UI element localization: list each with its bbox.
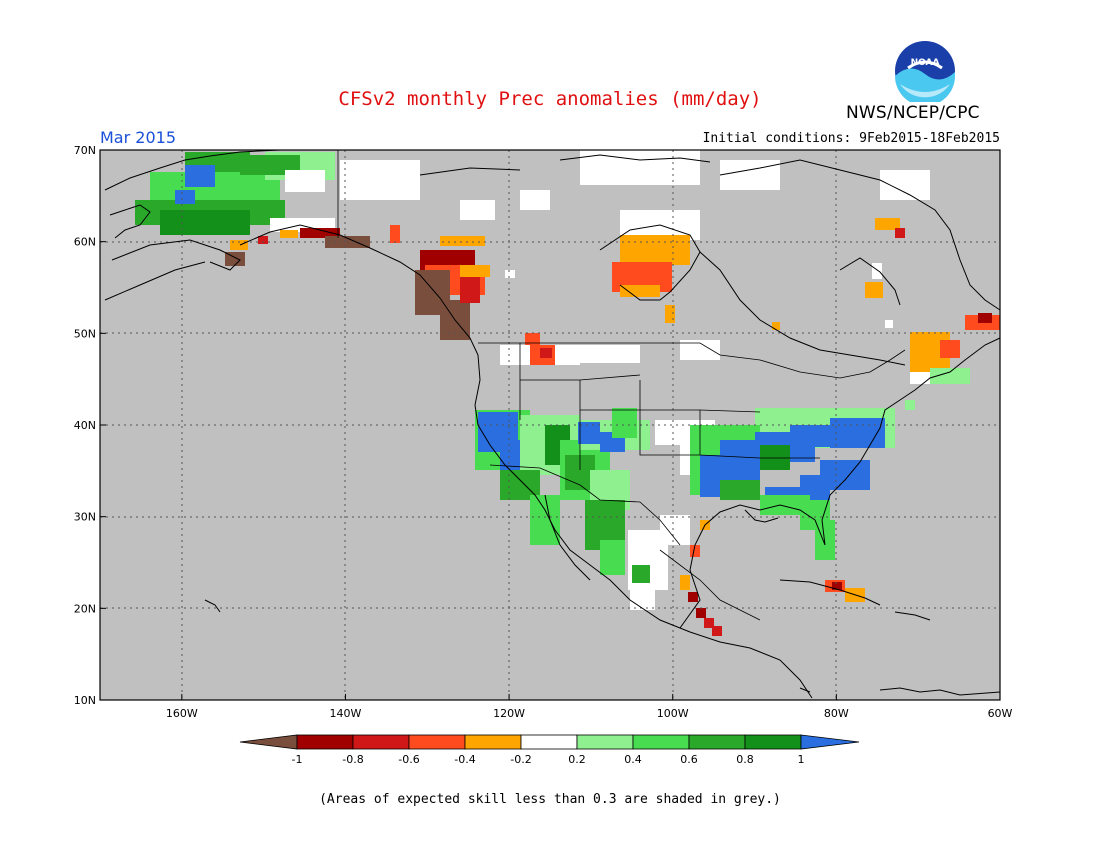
- colorbar-label: -0.6: [398, 753, 419, 766]
- anomaly-map: 70N 60N 50N 40N 30N 20N 10N 160W 140W 120W 100W 80…: [74, 144, 1013, 720]
- lon-label-120w: 120W: [493, 707, 525, 720]
- colorbar-box: [520, 734, 578, 750]
- lon-label-100w: 100W: [657, 707, 689, 720]
- lat-label-40n: 40N: [74, 419, 96, 432]
- colorbar-box: [576, 734, 634, 750]
- colorbar-label: -0.8: [342, 753, 363, 766]
- agency-label: NWS/NCEP/CPC: [846, 103, 980, 123]
- colorbar-right-arrow: [800, 734, 860, 750]
- noaa-logo-text: NOAA: [911, 58, 940, 68]
- lon-label-140w: 140W: [330, 707, 362, 720]
- colorbar-box: [632, 734, 690, 750]
- colorbar-label: 0.6: [680, 753, 698, 766]
- colorbar-box: [744, 734, 802, 750]
- lon-label-80w: 80W: [824, 707, 849, 720]
- lat-label-60n: 60N: [74, 236, 96, 249]
- lat-label-30n: 30N: [74, 511, 96, 524]
- political-borders: [337, 150, 906, 621]
- graticule: [100, 150, 1000, 700]
- lat-label-50n: 50N: [74, 327, 96, 340]
- colorbar-label: 1: [798, 753, 805, 766]
- colorbar-label: -0.4: [454, 753, 475, 766]
- colorbar-label: -0.2: [510, 753, 531, 766]
- colorbar-box: [352, 734, 410, 750]
- noaa-logo: NOAA: [894, 40, 956, 106]
- skill-footnote: (Areas of expected skill less than 0.3 a…: [319, 792, 781, 807]
- colorbar-left-arrow: [239, 734, 298, 750]
- colorbar-label: 0.2: [568, 753, 586, 766]
- colorbar-labels: -1 -0.8 -0.6 -0.4 -0.2 0.2 0.4 0.6 0.8 1: [292, 753, 805, 766]
- initial-conditions: Initial conditions: 9Feb2015-18Feb2015: [702, 131, 1000, 146]
- colorbar-label: -1: [292, 753, 303, 766]
- longitude-labels: 160W 140W 120W 100W 80W 60W: [166, 694, 1013, 720]
- colorbar-box: [688, 734, 746, 750]
- lat-label-70n: 70N: [74, 144, 96, 157]
- lat-label-10n: 10N: [74, 694, 96, 707]
- lon-label-60w: 60W: [988, 707, 1013, 720]
- map-title: CFSv2 monthly Prec anomalies (mm/day): [338, 88, 762, 110]
- coastlines: [104, 149, 1001, 699]
- anomaly-shading: [135, 150, 1000, 636]
- colorbar-box: [296, 734, 354, 750]
- forecast-month: Mar 2015: [100, 128, 176, 147]
- colorbar-box: [408, 734, 466, 750]
- lat-label-20n: 20N: [74, 602, 96, 615]
- lon-label-160w: 160W: [166, 707, 198, 720]
- colorbar-box: [464, 734, 522, 750]
- colorbar-label: 0.8: [736, 753, 754, 766]
- colorbar-label: 0.4: [624, 753, 642, 766]
- latitude-labels: 70N 60N 50N 40N 30N 20N 10N: [74, 144, 106, 707]
- colorbar-boxes: [239, 734, 860, 750]
